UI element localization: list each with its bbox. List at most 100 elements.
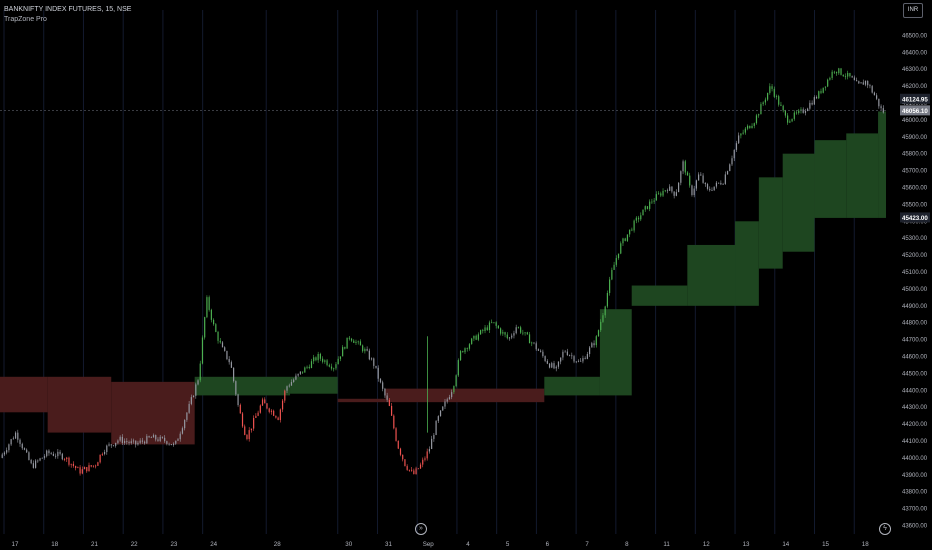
candle-body xyxy=(61,453,63,460)
candle-body xyxy=(880,106,882,109)
currency-button[interactable]: INR xyxy=(903,3,923,18)
bull-trap-zone xyxy=(631,285,688,306)
candle-body xyxy=(388,399,390,406)
candle-body xyxy=(595,336,597,346)
candle-body xyxy=(824,86,827,88)
candle-body xyxy=(348,337,350,339)
candle-body xyxy=(869,85,871,87)
price-tick-label: 44400.00 xyxy=(902,388,928,394)
bear-trap-zone xyxy=(47,376,112,433)
candle-body xyxy=(23,448,26,450)
candle-body xyxy=(769,86,771,93)
candle-body xyxy=(622,238,624,244)
candle-body xyxy=(780,104,782,106)
price-tick-label: 45100.00 xyxy=(902,270,928,276)
price-tick-label: 44300.00 xyxy=(902,405,928,411)
candle-body xyxy=(533,342,535,344)
candle-body xyxy=(226,350,228,360)
price-tick-label: 44700.00 xyxy=(902,338,928,344)
candle-body xyxy=(479,330,482,335)
candle-body xyxy=(815,97,818,99)
candle-body xyxy=(577,360,580,362)
candle-body xyxy=(566,351,568,356)
candle-body xyxy=(43,456,46,458)
double-chevron-right-icon[interactable]: » xyxy=(415,523,427,535)
candle-body xyxy=(508,337,511,339)
candle-body xyxy=(855,80,858,82)
candle-body xyxy=(422,459,424,465)
price-tick-label: 43800.00 xyxy=(902,490,928,496)
candle-body xyxy=(6,450,8,453)
candle-body xyxy=(135,440,137,445)
candle-body xyxy=(14,432,17,439)
candle-body xyxy=(649,201,651,209)
candle-body xyxy=(555,366,557,369)
candle-body xyxy=(833,71,835,73)
candles xyxy=(1,67,884,476)
candle-body xyxy=(568,355,571,356)
candle-body xyxy=(359,341,362,346)
candle-body xyxy=(95,465,97,467)
candle-body xyxy=(8,444,10,451)
time-tick-label: 12 xyxy=(703,541,710,548)
price-tick-label: 44900.00 xyxy=(902,304,928,310)
candle-body xyxy=(397,440,399,449)
candle-body xyxy=(186,412,188,420)
candle-body xyxy=(606,292,609,307)
candle-body xyxy=(28,452,30,460)
candle-body xyxy=(368,350,370,360)
price-tick-label: 44100.00 xyxy=(902,439,928,445)
candle-body xyxy=(767,92,769,100)
candle-body xyxy=(657,193,660,195)
candle-body xyxy=(860,82,862,84)
candle-body xyxy=(337,358,339,365)
candle-body xyxy=(63,459,66,460)
candle-body xyxy=(266,403,268,409)
price-tick-label: 43600.00 xyxy=(902,524,928,530)
candle-body xyxy=(1,454,3,458)
candle-body xyxy=(3,452,6,455)
candle-body xyxy=(177,439,179,441)
lightning-icon[interactable]: ϟ xyxy=(879,523,891,535)
candle-body xyxy=(586,354,588,359)
candle-body xyxy=(119,436,121,441)
time-tick-label: 5 xyxy=(506,541,510,548)
candle-body xyxy=(784,110,787,116)
candle-body xyxy=(206,297,208,318)
candle-body xyxy=(482,330,484,332)
time-tick-label: 18 xyxy=(862,541,869,548)
indicator-name[interactable]: TrapZone Pro xyxy=(4,16,47,23)
candle-body xyxy=(57,451,59,457)
candle-body xyxy=(313,357,315,362)
candle-body xyxy=(306,366,308,368)
candle-body xyxy=(726,171,729,175)
candle-body xyxy=(593,343,595,346)
candle-body xyxy=(858,81,860,84)
candle-body xyxy=(362,345,364,352)
bull-trap-zone xyxy=(544,376,600,396)
candle-body xyxy=(706,184,709,189)
candle-body xyxy=(678,182,680,193)
candle-body xyxy=(357,341,359,343)
price-tick-label: 44200.00 xyxy=(902,422,928,428)
candle-body xyxy=(631,229,633,231)
candle-body xyxy=(12,438,14,440)
candle-body xyxy=(210,309,212,320)
candle-body xyxy=(735,143,738,150)
candle-body xyxy=(542,351,544,357)
candle-body xyxy=(208,297,210,310)
price-tick-label: 45300.00 xyxy=(902,236,928,242)
candle-body xyxy=(466,348,468,349)
candle-body xyxy=(455,375,457,387)
candle-body xyxy=(515,327,517,334)
candle-body xyxy=(528,334,531,344)
candle-body xyxy=(495,322,497,326)
candle-body xyxy=(698,174,700,181)
bull-trap-zone xyxy=(814,140,847,218)
candle-body xyxy=(384,388,386,396)
candle-body xyxy=(609,279,611,293)
candle-body xyxy=(92,465,95,467)
candle-body xyxy=(415,468,417,475)
candle-body xyxy=(471,338,473,345)
